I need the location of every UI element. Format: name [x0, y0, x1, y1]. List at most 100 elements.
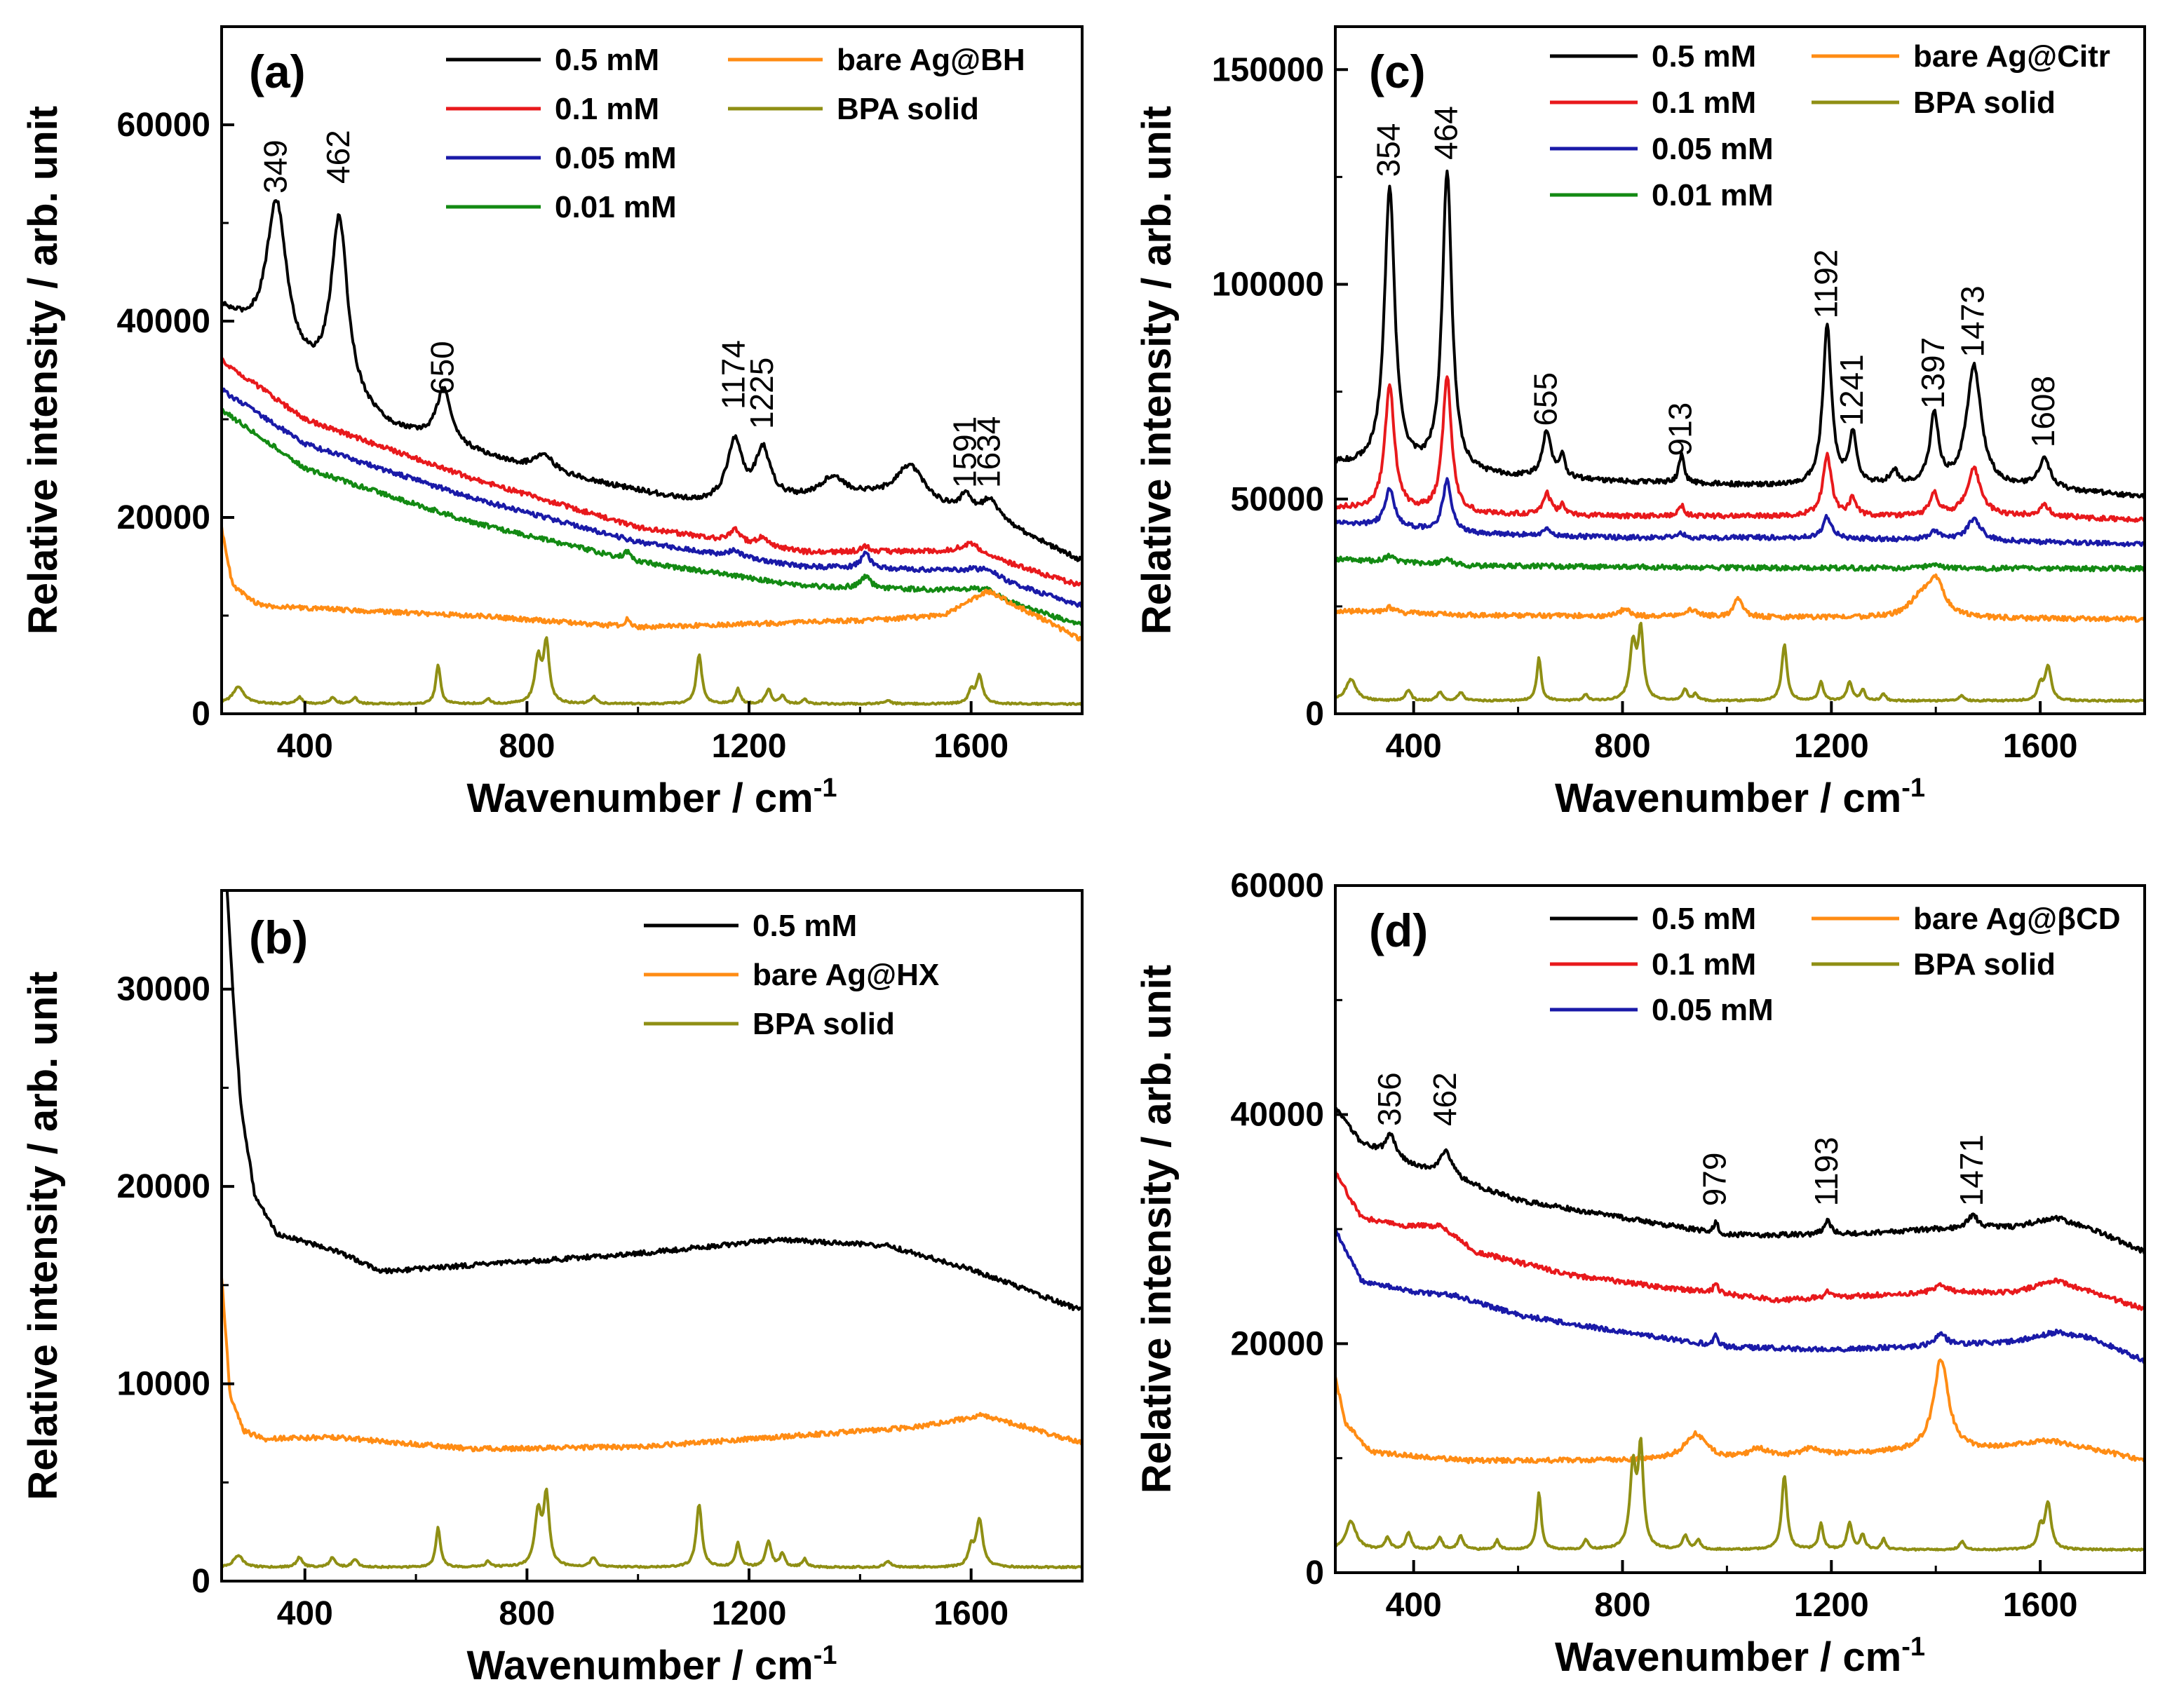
- x-tick-label: 800: [499, 728, 555, 765]
- y-axis-title: Relative intensity / arb. unit: [1134, 106, 1180, 635]
- legend-label: bare Ag@Citr: [1913, 39, 2110, 74]
- x-tick-label: 800: [1594, 728, 1650, 765]
- legend-label: 0.1 mM: [1652, 947, 1756, 982]
- peak-label: 655: [1527, 372, 1564, 426]
- series-line-0-1-mm: [1335, 1170, 2145, 1311]
- peak-label: 913: [1662, 402, 1699, 456]
- x-tick-label: 1600: [933, 728, 1009, 765]
- legend-label: 0.01 mM: [1652, 178, 1774, 212]
- panel-label: (c): [1369, 46, 1426, 97]
- y-axis-title: Relative intensity / arb. unit: [20, 106, 66, 635]
- legend-label: 0.05 mM: [555, 141, 677, 175]
- peak-label: 979: [1697, 1153, 1733, 1207]
- x-tick-label: 1200: [1794, 1587, 1869, 1624]
- legend-label: 0.5 mM: [1652, 902, 1756, 936]
- y-tick-label: 20000: [117, 1168, 210, 1205]
- plot-frame: [1334, 25, 2146, 715]
- panel-d: 400 800 1200 1600 0 20000 40000 60000 Wavenumber…: [1134, 867, 2146, 1680]
- x-tick-label: 1600: [2003, 1587, 2078, 1624]
- series-line-0-5-mm: [222, 199, 1082, 562]
- y-tick-label: 0: [1305, 696, 1324, 733]
- series-line-bpa-solid: [222, 1487, 1082, 1570]
- x-tick-label: 1200: [1794, 728, 1869, 765]
- x-tick-label: 1600: [2003, 728, 2078, 765]
- x-tick-label: 800: [499, 1595, 555, 1632]
- x-tick-label: 800: [1594, 1587, 1650, 1624]
- series-line-0-1-mm: [1335, 375, 2145, 523]
- y-tick-label: 150000: [1212, 51, 1324, 88]
- series-line-bare-ag-bh: [222, 526, 1082, 642]
- series-line-bpa-solid: [1335, 1437, 2145, 1552]
- x-tick-label: 1200: [712, 728, 787, 765]
- plot-frame: [220, 25, 1084, 715]
- peak-label: 462: [320, 130, 356, 184]
- peak-label: 1397: [1915, 337, 1951, 409]
- panel-b: 400 800 1200 1600 0 10000 20000 30000 Wavenumber…: [20, 889, 1084, 1688]
- panel-label: (d): [1369, 904, 1428, 956]
- x-tick-label: 400: [277, 1595, 333, 1632]
- series-line-0-5-mm: [1335, 1106, 2145, 1255]
- peak-label: 349: [257, 140, 293, 194]
- peak-label: 1241: [1833, 354, 1870, 426]
- x-tick-label: 400: [277, 728, 333, 765]
- y-tick-label: 0: [1305, 1554, 1324, 1592]
- x-axis-title: Wavenumber / cm-1: [466, 773, 837, 821]
- legend-label: bare Ag@βCD: [1913, 902, 2121, 936]
- legend-label: 0.05 mM: [1652, 993, 1774, 1027]
- series-line-0-5-mm: [1335, 169, 2145, 499]
- x-tick-label: 400: [1386, 728, 1442, 765]
- y-tick-label: 50000: [1231, 481, 1324, 518]
- peak-label: 1634: [971, 416, 1007, 488]
- series-line-bare-ag-cd: [1335, 1358, 2145, 1465]
- panel-c: 400 800 1200 1600 0 50000 100000 150000 Wavenumb…: [1134, 25, 2146, 821]
- y-tick-label: 60000: [1231, 867, 1324, 904]
- legend-label: bare Ag@BH: [837, 43, 1025, 77]
- peak-label: 1174: [715, 340, 751, 409]
- panel-label: (b): [249, 911, 308, 963]
- x-axis-title: Wavenumber / cm-1: [1555, 1632, 1925, 1680]
- series-line-bpa-solid: [222, 636, 1082, 707]
- legend-label: BPA solid: [1913, 947, 2056, 982]
- legend-label: 0.1 mM: [1652, 86, 1756, 120]
- plot-frame: [1334, 884, 2146, 1574]
- x-axis-title: Wavenumber / cm-1: [1555, 773, 1925, 821]
- y-tick-label: 40000: [117, 303, 210, 340]
- y-tick-label: 20000: [1231, 1325, 1324, 1362]
- y-axis-title: Relative intensity / arb. unit: [20, 971, 66, 1500]
- legend-label: 0.5 mM: [753, 909, 857, 943]
- y-tick-label: 0: [191, 696, 210, 733]
- series-line-0-5-mm: [225, 890, 1082, 1311]
- series-line-bare-ag-hx: [222, 1277, 1082, 1453]
- peak-label: 650: [424, 341, 461, 395]
- y-tick-label: 40000: [1231, 1097, 1324, 1134]
- series-line-0-05-mm: [1335, 477, 2145, 548]
- legend-label: 0.5 mM: [555, 43, 659, 77]
- y-tick-label: 30000: [117, 971, 210, 1008]
- legend-label: 0.1 mM: [555, 92, 659, 126]
- peak-label: 356: [1371, 1072, 1408, 1126]
- x-tick-label: 1600: [933, 1595, 1009, 1632]
- y-axis-title: Relative intensity / arb. unit: [1134, 965, 1180, 1493]
- series-line-0-05-mm: [222, 387, 1082, 608]
- y-tick-label: 20000: [117, 499, 210, 536]
- series-line-0-01-mm: [1335, 553, 2145, 573]
- x-axis-title: Wavenumber / cm-1: [466, 1641, 837, 1688]
- peak-label: 464: [1427, 106, 1464, 160]
- legend-label: bare Ag@HX: [753, 958, 939, 992]
- series-line-0-05-mm: [1335, 1227, 2145, 1364]
- legend-label: 0.5 mM: [1652, 39, 1756, 74]
- legend-label: 0.05 mM: [1652, 132, 1774, 166]
- series-line-bare-ag-citr: [1335, 573, 2145, 623]
- legend-label: 0.01 mM: [555, 190, 677, 224]
- legend-label: BPA solid: [753, 1007, 895, 1041]
- peak-label: 1471: [1953, 1134, 1990, 1206]
- panel-label: (a): [249, 46, 306, 97]
- legend-label: BPA solid: [837, 92, 979, 126]
- y-tick-label: 100000: [1212, 266, 1324, 304]
- peak-label: 1473: [1955, 285, 1991, 357]
- peak-label: 1192: [1807, 250, 1844, 319]
- y-tick-label: 0: [191, 1563, 210, 1600]
- plot-frame: [220, 889, 1084, 1582]
- series-line-bpa-solid: [1335, 621, 2145, 703]
